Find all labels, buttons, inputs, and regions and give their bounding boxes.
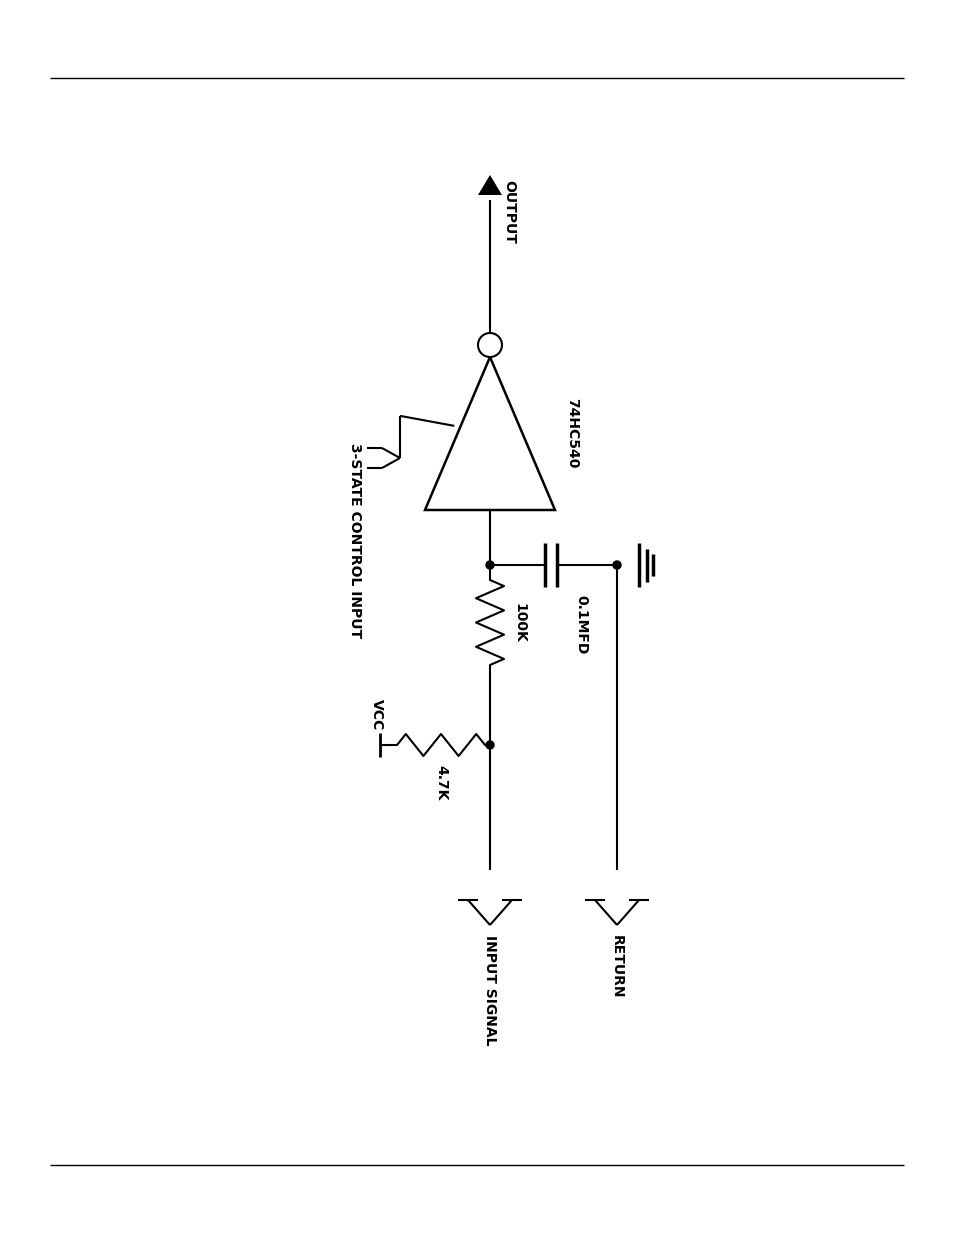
Text: 4.7K: 4.7K	[434, 764, 448, 800]
Polygon shape	[477, 175, 501, 195]
Polygon shape	[424, 357, 555, 510]
Text: OUTPUT: OUTPUT	[501, 180, 516, 243]
Circle shape	[485, 561, 494, 569]
Text: 0.1MFD: 0.1MFD	[574, 595, 587, 655]
Text: INPUT SIGNAL: INPUT SIGNAL	[482, 935, 497, 1046]
Text: 3-STATE CONTROL INPUT: 3-STATE CONTROL INPUT	[348, 443, 361, 638]
Text: VCC: VCC	[370, 699, 384, 730]
Text: 100K: 100K	[512, 603, 525, 642]
Circle shape	[613, 561, 620, 569]
Text: 74HC540: 74HC540	[564, 399, 578, 469]
Text: RETURN: RETURN	[609, 935, 623, 999]
Circle shape	[485, 741, 494, 748]
Circle shape	[477, 333, 501, 357]
